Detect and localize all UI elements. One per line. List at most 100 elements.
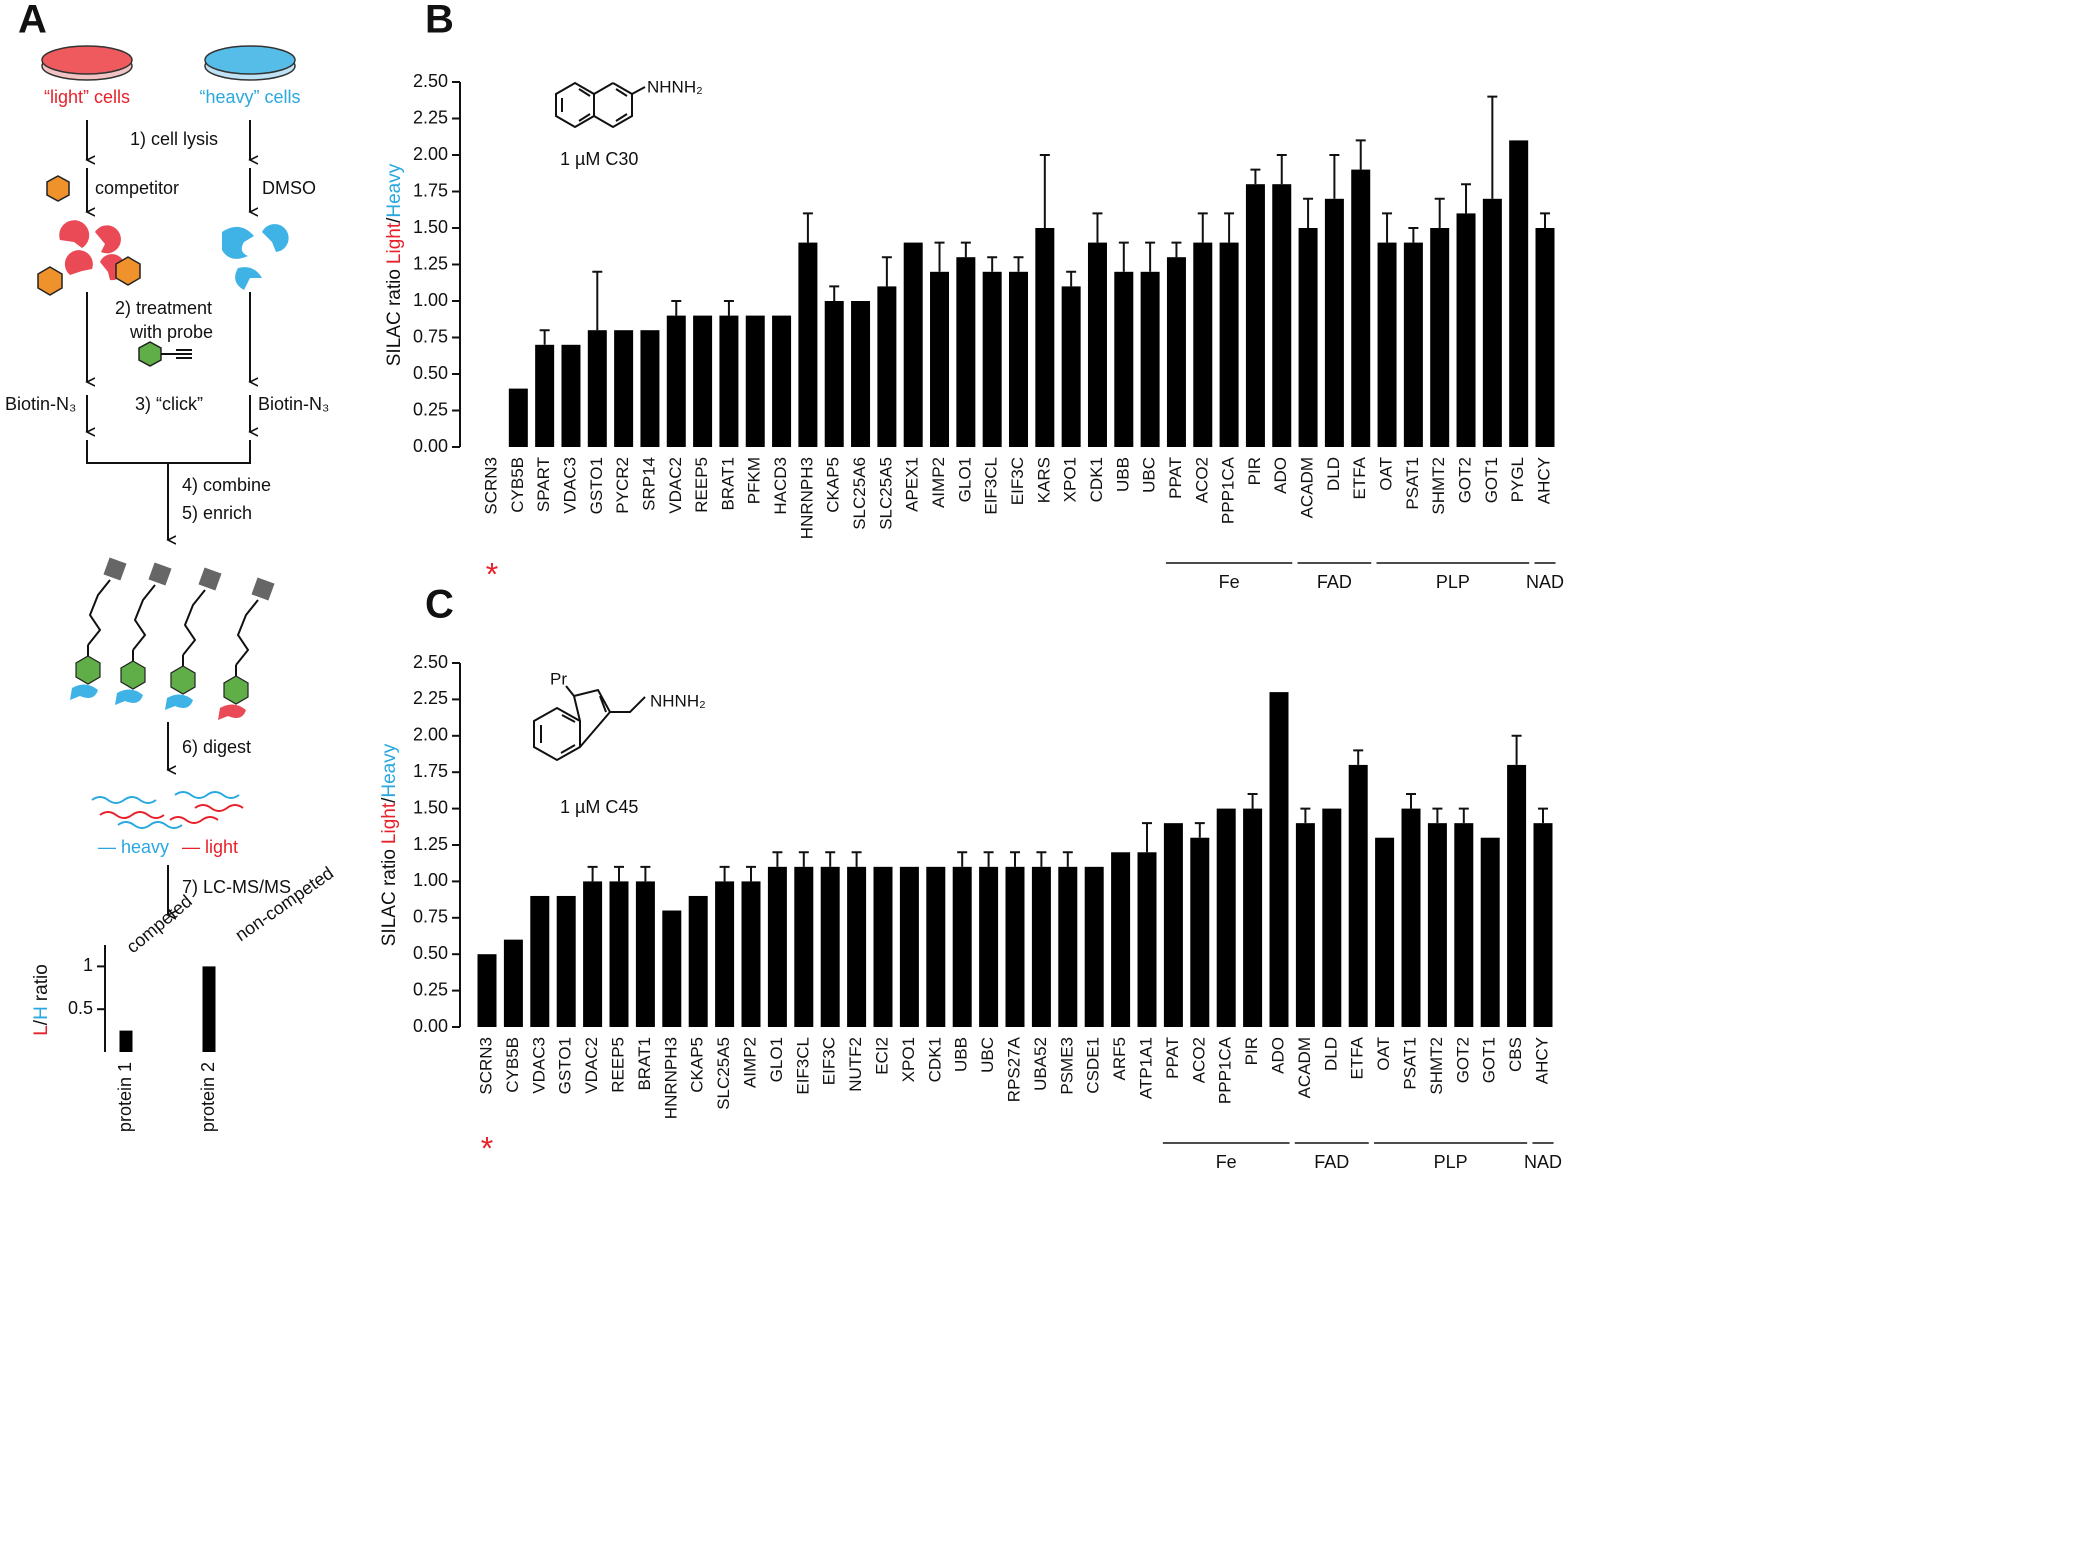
y-label-part: Light	[384, 222, 405, 264]
bar	[635, 881, 655, 1027]
x-tick-label: ETFA	[1350, 456, 1369, 499]
x-tick-label: PYGL	[1508, 457, 1527, 502]
x-tick-label: CSDE1	[1084, 1037, 1103, 1094]
bar	[1456, 213, 1476, 447]
bar	[899, 866, 919, 1027]
x-tick-label: VDAC2	[666, 457, 685, 514]
error-bar	[1250, 168, 1261, 185]
error-bar	[1408, 227, 1419, 243]
error-bar	[1036, 851, 1047, 867]
error-bar	[1511, 734, 1522, 765]
bar	[1480, 837, 1500, 1027]
x-tick-label: SHMT2	[1427, 1037, 1446, 1095]
x-tick-label: ETFA	[1348, 1036, 1367, 1079]
heavy-cells: “heavy” cells	[199, 87, 300, 107]
group-label: PLP	[1436, 572, 1470, 592]
x-tick-label: UBB	[1113, 457, 1132, 492]
bar	[794, 866, 814, 1027]
y-tick-label: 0.75	[413, 907, 448, 927]
bar	[1269, 692, 1289, 1027]
error-bar	[719, 865, 730, 882]
bar	[772, 315, 792, 447]
bar	[1058, 866, 1078, 1027]
compound-label: 1 µM C45	[560, 797, 638, 817]
x-tick-label: EIF3CL	[982, 457, 1001, 515]
x-tick-label: GOT1	[1482, 457, 1501, 503]
light-cells: “light” cells	[44, 87, 130, 107]
annotation: competed	[122, 891, 195, 957]
x-tick-label: DLD	[1324, 457, 1343, 491]
bar	[1216, 808, 1236, 1027]
bar	[1403, 242, 1423, 447]
x-tick-label: OAT	[1374, 1037, 1393, 1071]
enriched-complexes	[70, 557, 275, 720]
x-tick-label: XPO1	[1061, 457, 1080, 502]
x-tick-label: EIF3C	[820, 1037, 839, 1085]
highlight-marker: *	[486, 556, 498, 592]
bar	[1087, 242, 1107, 447]
bar	[745, 315, 765, 447]
bar	[609, 881, 629, 1027]
x-tick-label: SRP14	[639, 457, 658, 511]
error-bar	[1461, 183, 1472, 214]
step-text: 5) enrich	[182, 503, 252, 523]
y-tick-label: 0.00	[413, 436, 448, 456]
error-bar	[987, 256, 998, 272]
group-label: FAD	[1317, 572, 1352, 592]
y-label-part: Light	[379, 802, 400, 844]
y-tick-label: 1.25	[413, 253, 448, 273]
bar	[847, 866, 867, 1027]
x-tick-label: OAT	[1377, 457, 1396, 491]
error-bar	[1353, 749, 1364, 765]
error-bar	[1145, 241, 1156, 272]
x-tick-label: GOT1	[1480, 1037, 1499, 1083]
x-tick-label: ECI2	[872, 1037, 891, 1075]
y-tick-label: 2.50	[413, 652, 448, 672]
error-bar	[1171, 241, 1182, 258]
error-bar	[1247, 793, 1258, 809]
x-tick-label: ACADM	[1295, 1037, 1314, 1098]
x-tick-label: PSAT1	[1400, 1037, 1419, 1090]
bar	[1272, 184, 1292, 447]
step-text: 1) cell lysis	[130, 129, 218, 149]
bar	[1084, 866, 1104, 1027]
error-bar	[1194, 822, 1205, 838]
x-tick-label: CDK1	[1087, 457, 1106, 502]
bar	[820, 866, 840, 1027]
bar	[1005, 866, 1025, 1027]
error-bar	[587, 865, 598, 882]
bar	[1427, 823, 1447, 1027]
x-tick-label: GSTO1	[587, 457, 606, 514]
bar	[1482, 198, 1502, 447]
error-bar	[1540, 212, 1550, 228]
bar	[1295, 823, 1315, 1027]
bar	[982, 271, 1002, 447]
bar	[1243, 808, 1263, 1027]
y-tick-label: 0.50	[413, 943, 448, 963]
error-bar	[614, 865, 624, 882]
structure-text: Pr	[550, 669, 567, 688]
bar	[1324, 198, 1344, 447]
x-tick-label: PPAT	[1163, 1037, 1182, 1079]
y-label-part: L	[31, 1025, 52, 1036]
x-tick-label: HNRNPH3	[661, 1037, 680, 1119]
error-bar	[1406, 793, 1416, 809]
bar	[688, 895, 708, 1027]
y-tick-label: 1.75	[413, 761, 448, 781]
group-label: NAD	[1524, 1152, 1562, 1172]
x-tick-label: EIF3CL	[793, 1037, 812, 1095]
x-tick-label: PSAT1	[1403, 457, 1422, 510]
x-tick-label: BRAT1	[718, 457, 737, 511]
bar	[1035, 228, 1055, 447]
error-bar	[1010, 851, 1020, 867]
x-tick-label: ADO	[1268, 1037, 1287, 1074]
bar	[1375, 837, 1395, 1027]
x-tick-label: CKAP5	[688, 1037, 707, 1093]
bar	[1430, 228, 1450, 447]
bar	[1219, 242, 1239, 447]
structure-c30	[555, 81, 646, 129]
structure-c45	[533, 685, 646, 762]
step-text: 3) “click”	[135, 394, 203, 414]
x-tick-label: XPO1	[899, 1037, 918, 1082]
step-text: 2) treatment	[115, 298, 212, 318]
